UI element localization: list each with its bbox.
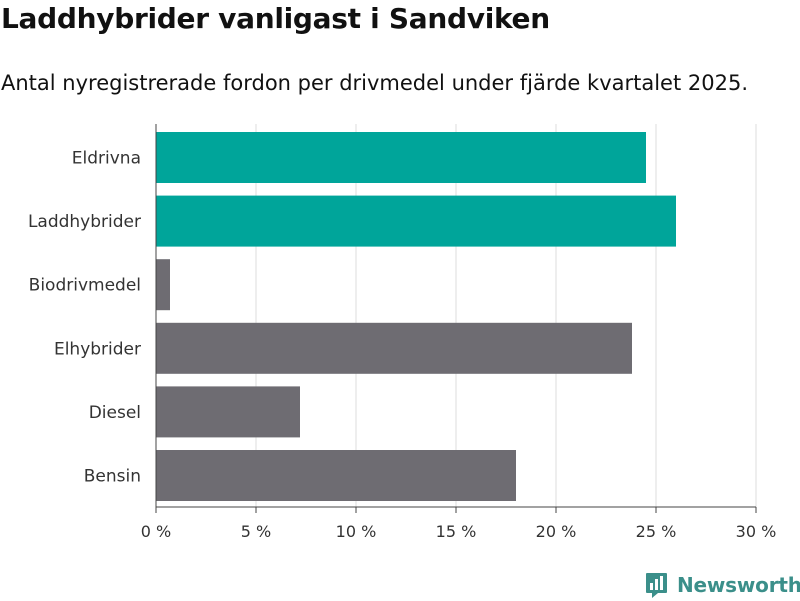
category-label: Eldrivna xyxy=(72,149,141,169)
x-tick-label: 30 % xyxy=(736,522,777,541)
category-label: Diesel xyxy=(89,403,141,423)
category-label: Laddhybrider xyxy=(28,212,141,232)
x-tick-label: 0 % xyxy=(141,522,171,541)
x-tick-label: 5 % xyxy=(241,522,271,541)
bar-bensin xyxy=(156,450,516,501)
bar-laddhybrider xyxy=(156,195,676,247)
chart-title: Laddhybrider vanligast i Sandviken xyxy=(1,2,550,35)
x-tick-label: 15 % xyxy=(436,522,477,541)
bar-eldrivna xyxy=(156,132,646,183)
brand-name: Newsworthy xyxy=(677,573,800,597)
newsworthy-logo-icon xyxy=(646,572,667,598)
x-tick-label: 20 % xyxy=(536,522,577,541)
newsworthy-logo: Newsworthy xyxy=(645,569,800,601)
category-label: Elhybrider xyxy=(54,339,141,359)
bar-elhybrider xyxy=(156,322,632,374)
category-label: Bensin xyxy=(84,467,141,487)
x-tick-label: 25 % xyxy=(636,522,677,541)
x-tick-label: 10 % xyxy=(336,522,377,541)
chart-subtitle: Antal nyregistrerade fordon per drivmede… xyxy=(1,71,749,95)
bar-biodrivmedel xyxy=(156,259,170,311)
category-label: Biodrivmedel xyxy=(29,276,141,296)
bar-diesel xyxy=(156,386,300,438)
